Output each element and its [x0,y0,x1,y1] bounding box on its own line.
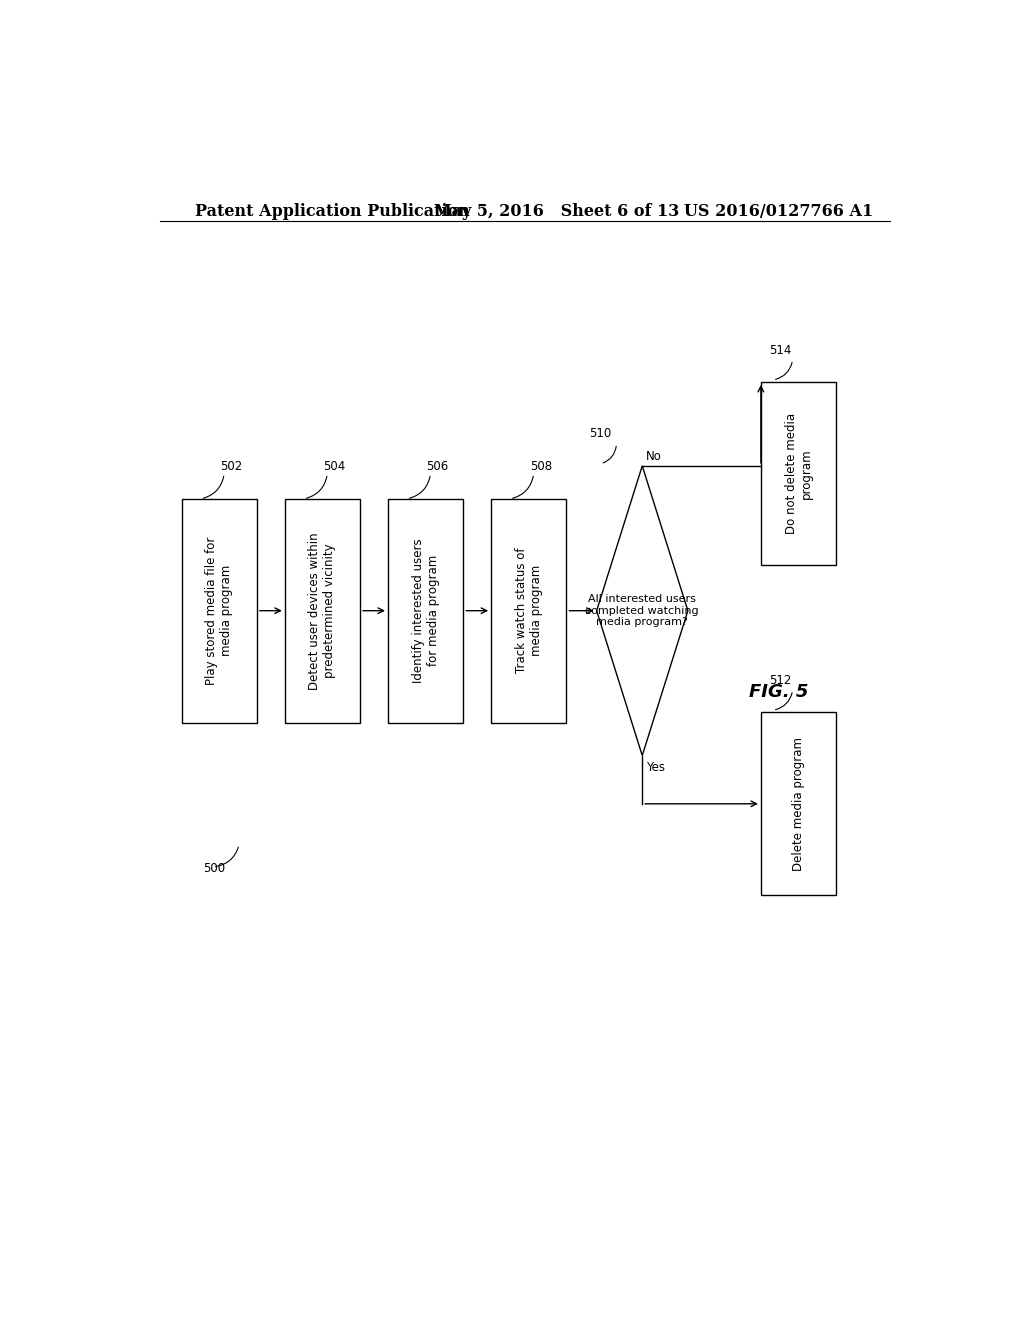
Text: 514: 514 [769,343,792,356]
Text: Track watch status of
media program: Track watch status of media program [515,548,543,673]
Text: US 2016/0127766 A1: US 2016/0127766 A1 [684,203,872,220]
Text: 502: 502 [220,461,243,474]
Polygon shape [597,466,688,755]
Text: 512: 512 [769,675,792,686]
Text: 500: 500 [204,862,225,875]
FancyBboxPatch shape [181,499,257,722]
Text: All interested users
completed watching
media program?: All interested users completed watching … [586,594,699,627]
Text: May 5, 2016   Sheet 6 of 13: May 5, 2016 Sheet 6 of 13 [433,203,679,220]
FancyBboxPatch shape [388,499,463,722]
Text: FIG. 5: FIG. 5 [750,682,808,701]
Text: Do not delete media
program: Do not delete media program [784,413,813,535]
Text: Delete media program: Delete media program [793,737,805,871]
Text: 504: 504 [324,461,346,474]
Text: 510: 510 [589,428,611,441]
FancyBboxPatch shape [492,499,566,722]
Text: No: No [646,450,663,463]
Text: Play stored media file for
media program: Play stored media file for media program [205,536,233,685]
Text: Detect user devices within
predetermined vicinity: Detect user devices within predetermined… [308,532,337,689]
Text: Patent Application Publication: Patent Application Publication [196,203,470,220]
FancyBboxPatch shape [761,381,837,565]
FancyBboxPatch shape [285,499,360,722]
Text: Yes: Yes [646,760,666,774]
FancyBboxPatch shape [761,713,837,895]
Text: Identify interested users
for media program: Identify interested users for media prog… [412,539,439,682]
Text: 506: 506 [427,461,449,474]
Text: 508: 508 [529,461,552,474]
